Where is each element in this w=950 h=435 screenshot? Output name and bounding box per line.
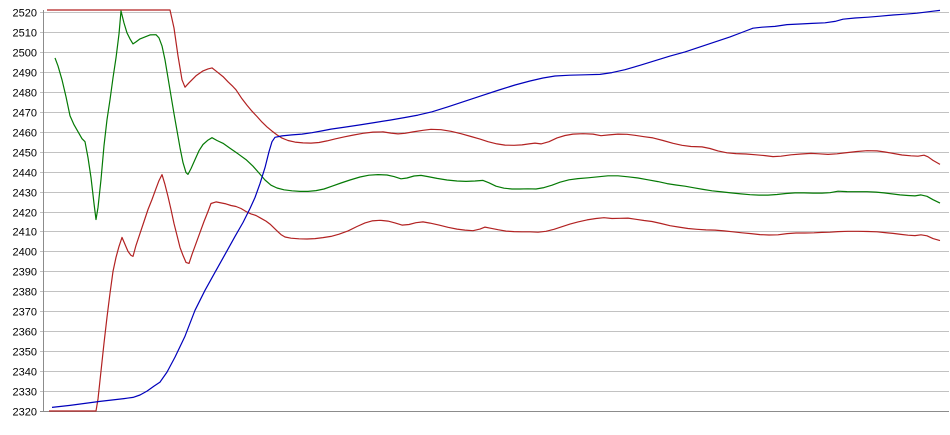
y-axis-tick-label: 2320: [13, 407, 37, 419]
y-axis-tick-label: 2380: [13, 287, 37, 299]
y-axis-tick-label: 2360: [13, 327, 37, 339]
gridlines: [40, 12, 949, 412]
y-axis-labels: 2520 2510 2500 2490 2480 2470 2460 2450 2440 2430…: [13, 8, 37, 419]
y-axis-tick-label: 2330: [13, 387, 37, 399]
y-axis-tick-label: 2350: [13, 347, 37, 359]
y-axis-tick-label: 2470: [13, 108, 37, 120]
y-axis-tick-label: 2390: [13, 267, 37, 279]
y-axis-tick-label: 2510: [13, 28, 37, 40]
y-axis-tick-label: 2370: [13, 307, 37, 319]
y-axis-tick-label: 2500: [13, 48, 37, 60]
series-middle-band-green-line: [54, 10, 941, 221]
y-axis-tick-label: 2340: [13, 367, 37, 379]
y-axis-tick-label: 2480: [13, 88, 37, 100]
y-axis-tick-label: 2430: [13, 188, 37, 200]
y-axis-tick-label: 2420: [13, 208, 37, 220]
series-price-blue-line: [51, 9, 941, 408]
series-upper-band-red-line: [47, 9, 941, 165]
y-axis-tick-label: 2400: [13, 247, 37, 259]
y-axis-tick-label: 2490: [13, 68, 37, 80]
series-lower-band-red-line: [49, 174, 941, 412]
y-axis-tick-label: 2440: [13, 168, 37, 180]
y-axis-tick-label: 2410: [13, 227, 37, 239]
y-axis-tick-label: 2520: [13, 8, 37, 20]
y-axis-tick-label: 2450: [13, 148, 37, 160]
y-axis-tick-label: 2460: [13, 128, 37, 140]
